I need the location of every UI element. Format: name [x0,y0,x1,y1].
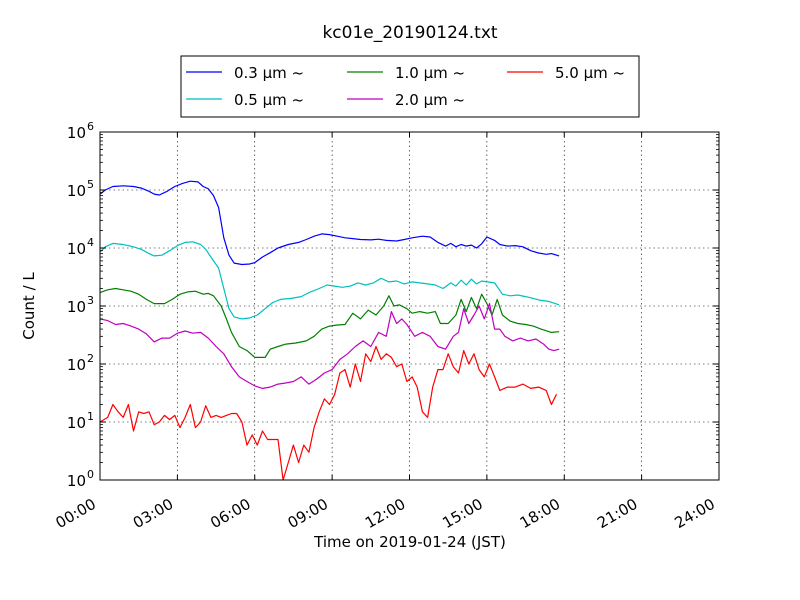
plot-frame [99,131,720,481]
y-tick-label: 10 [67,124,86,142]
legend-label-1: 0.5 μm ~ [234,91,304,109]
x-tick-label: 15:00 [439,495,485,532]
legend-label-4: 5.0 μm ~ [555,64,625,82]
x-tick-label: 09:00 [285,495,331,532]
x-tick-label: 12:00 [362,495,408,532]
y-tick-exponent: 4 [87,236,94,249]
legend-label-0: 0.3 μm ~ [234,64,304,82]
y-axis-label: Count / L [20,272,38,340]
y-tick-label: 10 [67,414,86,432]
legend-box [180,55,640,118]
series-line-2 [99,287,560,358]
legend-label-3: 2.0 μm ~ [395,91,465,109]
x-tick-label: 21:00 [594,495,640,532]
series-line-0 [99,180,560,266]
series-line-4 [99,345,558,481]
y-tick-exponent: 1 [87,410,94,423]
chart-title: kc01e_20190124.txt [322,23,497,43]
grid [100,132,719,480]
x-tick-label: 18:00 [517,495,563,532]
y-tick-exponent: 3 [87,294,94,307]
y-tick-exponent: 0 [87,468,94,481]
x-tick-label: 24:00 [672,495,718,532]
x-tick-label: 06:00 [207,495,253,532]
series-lines [99,180,560,481]
x-tick-label: 03:00 [130,495,176,532]
y-tick-label: 10 [67,182,86,200]
legend: 0.3 μm ~ 0.5 μm ~ 1.0 μm ~ 2.0 μm ~ 5.0 μm ~ [180,55,640,118]
axis-ticks [99,131,720,481]
y-tick-exponent: 2 [87,352,94,365]
y-tick-label: 10 [67,472,86,490]
y-tick-label: 10 [67,240,86,258]
y-tick-label: 10 [67,298,86,316]
y-tick-label: 10 [67,356,86,374]
y-tick-exponent: 5 [87,178,94,191]
x-axis-label: Time on 2019-01-24 (JST) [313,533,506,551]
x-tick-label: 00:00 [53,495,99,532]
plot-area [99,131,720,481]
series-line-1 [99,241,560,320]
series-line-3 [99,303,560,389]
y-tick-exponent: 6 [87,120,94,133]
legend-label-2: 1.0 μm ~ [395,64,465,82]
